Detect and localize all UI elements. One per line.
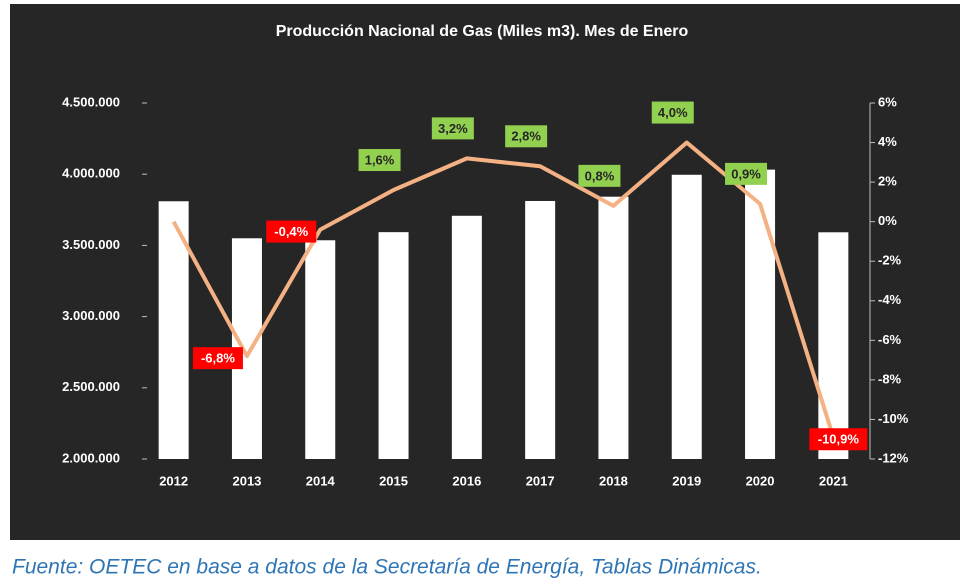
bar [158, 201, 189, 460]
data-label-box [725, 162, 768, 185]
data-label-box [192, 347, 243, 370]
chart-title: Producción Nacional de Gas (Miles m3). M… [276, 23, 689, 40]
x-tick-label: 2018 [599, 473, 628, 488]
y-tick-label: 4.500.000 [62, 94, 120, 109]
data-label-box [358, 149, 401, 172]
bar [378, 232, 409, 459]
y2-tick-label: 6% [878, 94, 897, 109]
y2-tick-label: -4% [878, 292, 902, 307]
x-tick-label: 2021 [819, 473, 848, 488]
data-label: 1,6% [365, 152, 395, 167]
y-tick-label: 3.500.000 [62, 237, 120, 252]
y2-tick-label: -8% [878, 371, 902, 386]
bar [598, 196, 629, 459]
data-label: 0,9% [731, 166, 761, 181]
data-label-box [266, 220, 317, 243]
x-tick-label: 2020 [746, 473, 775, 488]
x-tick-label: 2015 [379, 473, 408, 488]
bar [818, 232, 849, 459]
data-label-box [578, 164, 621, 187]
data-label: -6,8% [201, 351, 235, 366]
bar [305, 240, 336, 459]
x-tick-label: 2017 [526, 473, 555, 488]
y2-tick-label: 0% [878, 213, 897, 228]
y2-tick-label: -2% [878, 253, 902, 268]
bar [451, 215, 482, 459]
y2-tick-label: -6% [878, 332, 902, 347]
y-tick-label: 4.000.000 [62, 166, 120, 181]
data-label: 4,0% [658, 105, 688, 120]
data-label-box [505, 125, 548, 148]
y2-tick-label: 4% [878, 134, 897, 149]
y-tick-label: 2.500.000 [62, 379, 120, 394]
x-tick-label: 2014 [306, 473, 336, 488]
bar [525, 200, 556, 460]
data-label-box [651, 101, 694, 124]
data-label-box [809, 428, 868, 451]
data-label: -10,9% [818, 432, 860, 447]
y2-tick-label: -12% [878, 450, 909, 465]
bar [745, 169, 776, 460]
x-tick-label: 2013 [232, 473, 261, 488]
y2-tick-label: -10% [878, 411, 909, 426]
x-tick-label: 2016 [452, 473, 481, 488]
chart-background [10, 4, 960, 540]
bar [671, 174, 702, 460]
data-label: 2,8% [511, 129, 541, 144]
source-note: Fuente: OETEC en base a datos de la Secr… [12, 556, 762, 579]
y-tick-label: 2.000.000 [62, 450, 120, 465]
x-tick-label: 2019 [672, 473, 701, 488]
y2-tick-label: 2% [878, 174, 897, 189]
data-label: 0,8% [585, 168, 615, 183]
line [171, 140, 836, 438]
y-tick-label: 3.000.000 [62, 308, 120, 323]
data-label: -0,4% [274, 224, 308, 239]
data-label-box [431, 117, 474, 140]
data-label: 3,2% [438, 121, 468, 136]
x-tick-label: 2012 [159, 473, 188, 488]
